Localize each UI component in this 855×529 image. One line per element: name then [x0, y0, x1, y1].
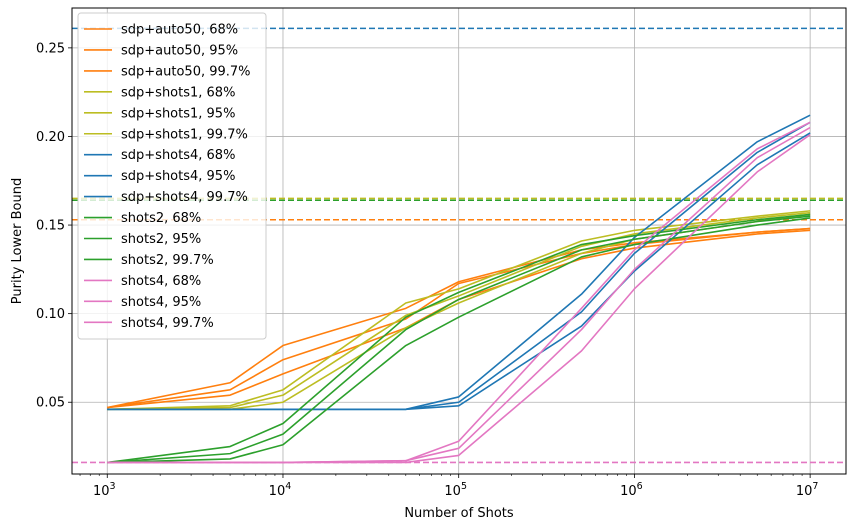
series-lines: [107, 114, 811, 464]
legend-entry-label: shots4, 99.7%: [121, 316, 214, 331]
series-line: [107, 217, 811, 464]
y-axis-label: Purity Lower Bound: [10, 178, 25, 304]
legend-box: [77, 12, 267, 340]
legend-entry-label: sdp+shots4, 99.7%: [121, 190, 248, 205]
series-line: [107, 227, 811, 409]
y-axis-ticks: 0.05 0.10 0.15 0.20 0.25: [36, 41, 72, 411]
series-line: [107, 134, 811, 464]
legend-entry-label: shots4, 95%: [121, 295, 201, 310]
legend-entry-label: shots2, 68%: [121, 211, 201, 226]
y-tick-label: 0.15: [36, 219, 65, 234]
legend-entry-label: shots4, 68%: [121, 274, 201, 289]
legend-entry-label: shots2, 99.7%: [121, 253, 214, 268]
x-tick-label: 103: [93, 481, 116, 499]
legend-entry-label: sdp+shots1, 99.7%: [121, 127, 248, 142]
legend-entry-label: sdp+shots4, 68%: [121, 148, 235, 163]
series-line: [107, 213, 811, 464]
legend-entry-label: sdp+shots1, 95%: [121, 106, 235, 121]
series-line: [107, 211, 811, 411]
legend-entry-label: sdp+shots1, 68%: [121, 85, 235, 100]
x-axis-ticks: 103 104 105 106 107: [79, 474, 819, 499]
x-tick-label: 106: [620, 481, 643, 499]
legend-entry-label: sdp+shots4, 95%: [121, 169, 235, 184]
x-tick-label: 104: [269, 481, 292, 499]
y-tick-label: 0.05: [36, 396, 65, 411]
series-line: [107, 210, 811, 411]
x-axis-label: Number of Shots: [404, 506, 514, 521]
series-line: [107, 215, 811, 464]
x-tick-label: 107: [796, 481, 819, 499]
legend: sdp+auto50, 68% sdp+auto50, 95% sdp+auto50…: [77, 12, 267, 340]
legend-entry-label: sdp+auto50, 99.7%: [121, 64, 251, 79]
legend-entry-label: shots2, 95%: [121, 232, 201, 247]
y-tick-label: 0.25: [36, 41, 65, 56]
x-tick-label: 105: [444, 481, 467, 499]
y-tick-label: 0.10: [36, 307, 65, 322]
series-line: [107, 132, 811, 411]
legend-entry-label: sdp+auto50, 95%: [121, 43, 238, 58]
legend-entry-label: sdp+auto50, 68%: [121, 23, 238, 38]
y-tick-label: 0.20: [36, 130, 65, 145]
